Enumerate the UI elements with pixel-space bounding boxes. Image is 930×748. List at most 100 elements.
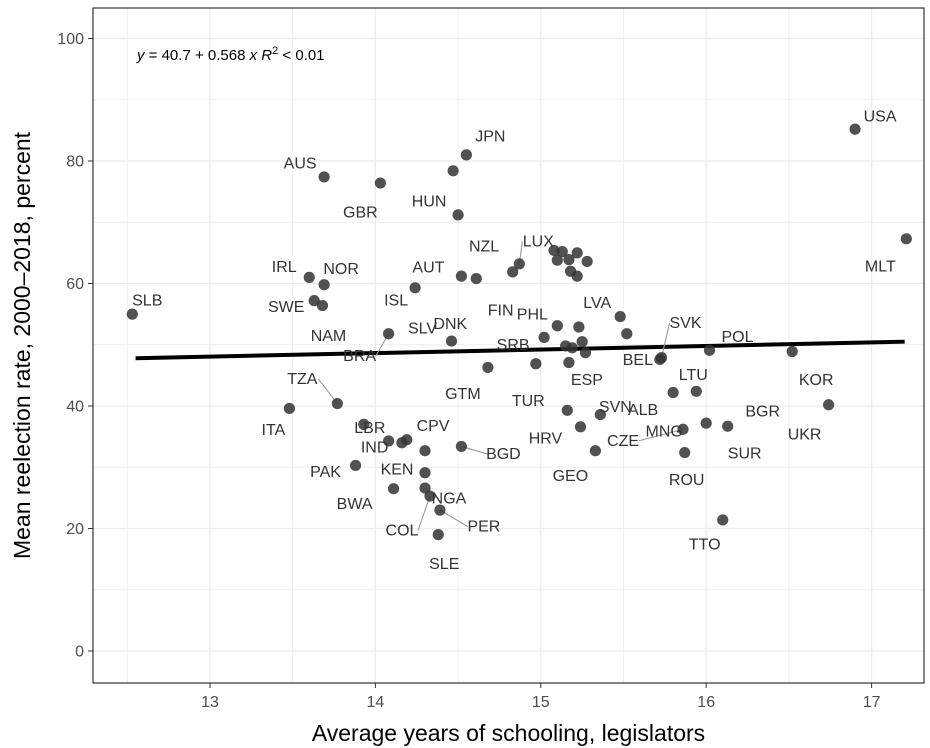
point-label-pak: PAK — [310, 464, 341, 481]
point-label-dnk: DNK — [433, 316, 467, 333]
data-point-nor — [318, 279, 330, 291]
data-point-swe — [308, 295, 320, 307]
x-tick-label: 16 — [697, 694, 715, 711]
y-axis-title: Mean reelection rate, 2000–2018, percent — [9, 131, 35, 559]
data-point — [401, 434, 413, 446]
fit-line-layer — [135, 339, 905, 361]
point-label-swe: SWE — [268, 299, 304, 316]
data-point-col — [424, 490, 436, 502]
data-point-pak — [349, 459, 362, 472]
point-label-phl: PHL — [517, 306, 548, 323]
point-label-bgd: BGD — [486, 446, 521, 463]
point-label-tur: TUR — [512, 393, 545, 410]
data-point-kor — [786, 345, 798, 358]
point-label-nzl: NZL — [469, 238, 499, 255]
data-point — [571, 247, 583, 259]
data-point-irl — [303, 271, 315, 283]
data-point — [579, 347, 592, 359]
point-label-lva: LVA — [583, 295, 611, 312]
data-point-lva — [614, 310, 626, 323]
x-tick-label: 17 — [863, 694, 881, 711]
x-tick-label: 13 — [201, 694, 219, 711]
data-point-cze — [677, 423, 689, 435]
data-point-aus — [318, 171, 330, 183]
point-label-ita: ITA — [262, 422, 286, 439]
data-point-ind — [383, 435, 395, 447]
leader-lines — [317, 241, 684, 531]
point-label-cpv: CPV — [417, 418, 450, 435]
data-point-lbr — [358, 418, 370, 430]
data-point-gtm — [482, 361, 494, 374]
point-label-geo: GEO — [553, 468, 589, 485]
point-label-pol: POL — [722, 329, 754, 346]
point-label-svn: SVN — [599, 399, 632, 416]
point-label-ken: KEN — [381, 461, 414, 478]
data-point-ita — [283, 402, 295, 415]
data-point — [556, 246, 568, 258]
data-point-slv — [445, 335, 458, 347]
x-tick-label: 15 — [532, 694, 550, 711]
point-label-cze: CZE — [607, 433, 639, 450]
data-point-nam — [316, 299, 329, 312]
point-label-nga: NGA — [432, 491, 467, 508]
point-label-mlt: MLT — [865, 258, 896, 275]
y-tick-label: 100 — [57, 31, 84, 48]
data-point-ltu — [690, 385, 702, 397]
point-label-nam: NAM — [311, 328, 347, 345]
x-axis-title: Average years of schooling, legislators — [312, 720, 705, 746]
data-point-gbr — [374, 177, 386, 189]
data-point-mng — [700, 417, 712, 429]
data-point-ken — [419, 467, 431, 479]
point-label-slb: SLB — [132, 293, 162, 310]
data-point-alb — [667, 386, 679, 399]
point-label-irl: IRL — [272, 259, 297, 276]
point-label-mng: MNG — [646, 424, 683, 441]
data-point-fin — [507, 266, 519, 278]
data-point — [573, 321, 585, 333]
point-label-lbr: LBR — [354, 420, 385, 437]
data-point-bwa — [387, 483, 400, 495]
data-point — [621, 328, 633, 340]
data-point-geo — [589, 445, 601, 457]
data-point-per — [434, 504, 446, 516]
panel-border — [92, 7, 925, 684]
data-point-jpn — [460, 149, 472, 161]
data-point — [581, 255, 593, 268]
point-label-bwa: BWA — [337, 496, 373, 513]
data-point-isl — [409, 282, 421, 294]
y-tick-label: 0 — [75, 644, 84, 661]
data-point — [576, 336, 588, 348]
data-point — [566, 342, 578, 354]
point-labels: SLB ITA AUS GBR HUN JPN NZL USA MLT IRL NOR SWE NAM I… — [132, 109, 897, 573]
point-label-esp: ESP — [571, 372, 603, 389]
regression-line — [135, 339, 905, 361]
point-label-bgr: BGR — [745, 404, 780, 421]
data-point-ukr — [822, 399, 835, 411]
data-point-mlt — [900, 233, 912, 245]
y-tick-label: 40 — [66, 399, 84, 416]
data-point-hrv — [574, 421, 587, 433]
point-label-gtm: GTM — [445, 386, 481, 403]
data-point-esp — [563, 356, 575, 369]
point-label-aut: AUT — [412, 260, 444, 277]
label-leader-line — [661, 322, 671, 358]
data-point-phl — [551, 320, 563, 332]
point-label-tza: TZA — [287, 371, 318, 388]
point-label-sle: SLE — [429, 556, 459, 573]
y-tick-label: 60 — [66, 276, 84, 293]
point-label-bel: BEL — [623, 352, 653, 369]
data-point-tto — [717, 514, 729, 526]
point-label-jpn: JPN — [475, 128, 505, 145]
data-point-bgd — [455, 440, 468, 453]
point-label-svk: SVK — [670, 315, 702, 332]
data-point-tur — [561, 404, 573, 416]
data-point — [551, 254, 563, 266]
data-point-pol — [703, 344, 716, 356]
label-leader-line — [638, 428, 684, 442]
y-tick-label: 20 — [66, 521, 84, 538]
point-label-hun: HUN — [412, 193, 447, 210]
regression-equation: y = 40.7 + 0.568 x R2 < 0.01 — [136, 45, 325, 64]
label-leader-line — [417, 495, 431, 531]
data-point-sle — [432, 529, 444, 541]
point-label-hrv: HRV — [529, 430, 563, 447]
